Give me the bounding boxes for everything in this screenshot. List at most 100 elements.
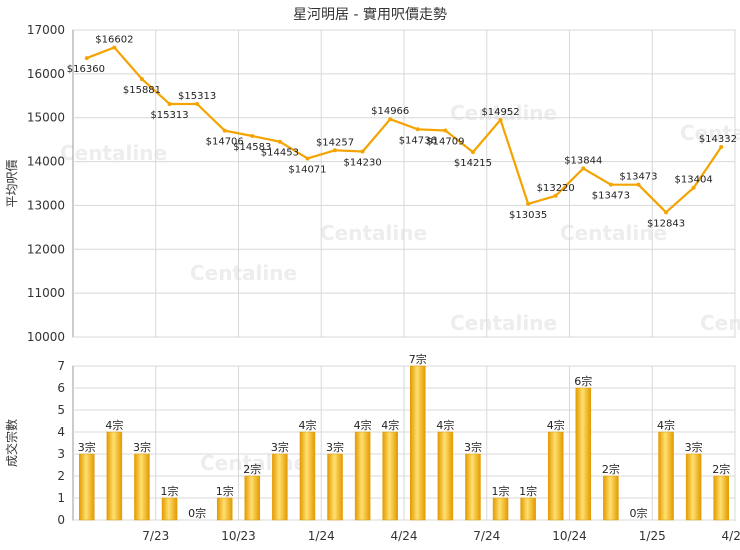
price-data-label: $13220 bbox=[537, 183, 575, 194]
transaction-bar-label: 4宗 bbox=[354, 418, 372, 432]
line-y-tick-label: 16000 bbox=[27, 67, 65, 81]
transaction-bar-label: 4宗 bbox=[381, 418, 399, 432]
price-point bbox=[222, 128, 227, 133]
transaction-bar bbox=[272, 453, 288, 521]
transaction-bar bbox=[520, 497, 536, 521]
transaction-bar bbox=[134, 453, 150, 521]
x-tick-label: 7/24 bbox=[473, 529, 500, 543]
price-point bbox=[388, 117, 393, 122]
price-data-label: $15313 bbox=[178, 91, 216, 102]
transaction-bar bbox=[299, 431, 316, 521]
bar-y-axis-title: 成交宗數 bbox=[4, 419, 19, 467]
price-point bbox=[498, 117, 503, 122]
x-tick-label: 10/24 bbox=[552, 529, 587, 543]
line-y-tick-label: 13000 bbox=[27, 198, 65, 212]
transaction-bar bbox=[713, 475, 729, 521]
price-point bbox=[443, 128, 448, 133]
price-point bbox=[360, 149, 365, 154]
bar-y-tick-label: 5 bbox=[57, 403, 65, 417]
transaction-bar-label: 2宗 bbox=[243, 462, 261, 476]
price-point bbox=[167, 101, 172, 106]
transaction-bar-label: 0宗 bbox=[629, 506, 647, 520]
price-point bbox=[84, 56, 89, 61]
transaction-bar-label: 3宗 bbox=[271, 440, 289, 454]
price-point bbox=[691, 185, 696, 190]
price-data-label: $14215 bbox=[454, 158, 492, 169]
price-point bbox=[608, 182, 613, 187]
price-point bbox=[250, 134, 255, 139]
x-tick-label: 1/25 bbox=[639, 529, 666, 543]
watermark-text: Centaline bbox=[200, 451, 307, 475]
bar-y-tick-label: 3 bbox=[57, 447, 65, 461]
transaction-bar bbox=[79, 453, 95, 521]
x-tick-label: 1/24 bbox=[308, 529, 335, 543]
price-point bbox=[112, 45, 117, 50]
watermark-text: Centaline bbox=[60, 141, 167, 165]
price-data-label: $14453 bbox=[261, 148, 299, 159]
price-data-label: $14257 bbox=[316, 137, 354, 148]
x-tick-label: 10/23 bbox=[221, 529, 256, 543]
transaction-bar-label: 3宗 bbox=[326, 440, 344, 454]
price-data-label: $14952 bbox=[481, 107, 519, 118]
price-point bbox=[719, 145, 724, 150]
transaction-bar bbox=[437, 431, 454, 521]
transaction-bar-label: 6宗 bbox=[574, 374, 592, 388]
line-y-tick-label: 15000 bbox=[27, 111, 65, 125]
transaction-bar-label: 2宗 bbox=[712, 462, 730, 476]
transaction-bar bbox=[410, 365, 426, 521]
price-data-label: $14966 bbox=[371, 106, 409, 117]
transaction-bar-label: 4宗 bbox=[657, 418, 675, 432]
line-y-axis-title: 平均呎價 bbox=[5, 159, 19, 207]
line-y-tick-label: 14000 bbox=[27, 155, 65, 169]
price-point bbox=[664, 210, 669, 215]
watermark-text: Centaline bbox=[190, 261, 297, 285]
price-data-label: $13473 bbox=[619, 172, 657, 183]
bar-y-tick-label: 2 bbox=[57, 469, 65, 483]
bar-y-tick-label: 6 bbox=[57, 381, 65, 395]
watermark-text: Centaline bbox=[450, 311, 557, 335]
price-point bbox=[415, 127, 420, 132]
transaction-bar bbox=[161, 497, 178, 521]
transaction-bar-label: 4宗 bbox=[105, 418, 123, 432]
transaction-bar bbox=[547, 431, 564, 521]
price-data-label: $16602 bbox=[95, 34, 133, 45]
transaction-bar-label: 7宗 bbox=[409, 352, 427, 366]
price-point bbox=[581, 166, 586, 171]
watermark-text: Centaline bbox=[450, 101, 557, 125]
price-data-label: $13035 bbox=[509, 210, 547, 221]
transaction-bar bbox=[327, 453, 343, 521]
price-point bbox=[470, 150, 475, 155]
chart-title: 星河明居 - 實用呎價走勢 bbox=[293, 7, 447, 23]
price-data-label: $13844 bbox=[564, 155, 602, 166]
price-point bbox=[277, 139, 282, 144]
transaction-bar bbox=[465, 453, 481, 521]
transaction-bar bbox=[216, 497, 233, 521]
transaction-bar-label: 2宗 bbox=[602, 462, 620, 476]
x-tick-label: 4/25 bbox=[722, 529, 740, 543]
price-point bbox=[139, 77, 144, 82]
transaction-bar-label: 1宗 bbox=[492, 484, 510, 498]
price-data-label: $14332 bbox=[699, 134, 737, 145]
price-point bbox=[333, 148, 338, 153]
watermark-text: Centaline bbox=[320, 221, 427, 245]
line-y-tick-label: 12000 bbox=[27, 242, 65, 256]
price-data-label: $14071 bbox=[288, 164, 326, 175]
transaction-bar bbox=[492, 497, 509, 521]
price-data-label: $14706 bbox=[206, 137, 244, 148]
price-data-label: $14230 bbox=[344, 157, 382, 168]
transaction-bar-label: 1宗 bbox=[216, 484, 234, 498]
transaction-bar-label: 3宗 bbox=[685, 440, 703, 454]
transaction-bar-label: 4宗 bbox=[547, 418, 565, 432]
transaction-bar bbox=[575, 387, 592, 521]
line-y-tick-label: 10000 bbox=[27, 330, 65, 344]
price-point bbox=[305, 156, 310, 161]
price-data-label: $15313 bbox=[150, 110, 188, 121]
transaction-bar bbox=[658, 431, 674, 521]
transaction-bar-label: 4宗 bbox=[298, 418, 316, 432]
watermark-text: Centaline bbox=[680, 121, 740, 145]
watermark-text: Centaline bbox=[560, 221, 667, 245]
price-line bbox=[86, 46, 723, 214]
transaction-bar-label: 0宗 bbox=[188, 506, 206, 520]
bar-y-tick-label: 7 bbox=[57, 359, 65, 373]
